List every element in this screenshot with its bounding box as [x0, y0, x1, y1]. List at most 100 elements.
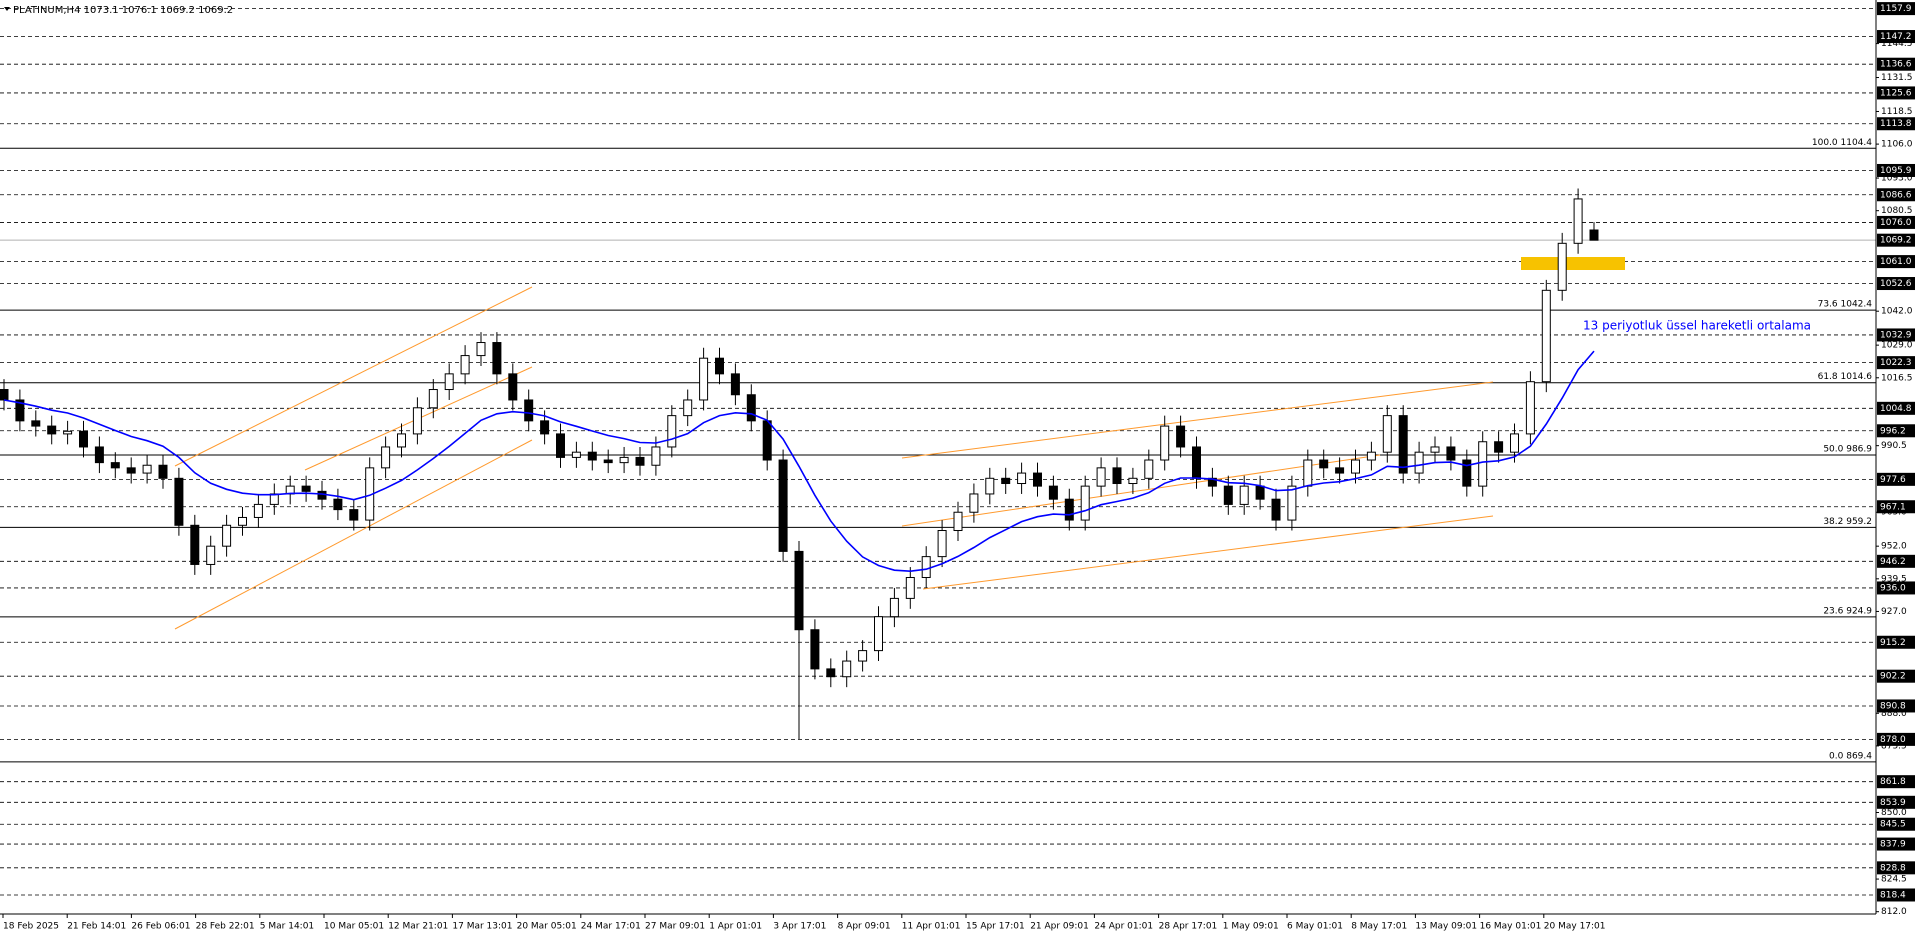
level-label: 996.2: [1880, 426, 1906, 436]
candle-body: [269, 493, 279, 505]
chart-title: PLATINUM,H4 1073.1 1076.1 1069.2 1069.2: [13, 5, 233, 16]
candle-body: [1255, 485, 1265, 500]
candle-body: [333, 498, 343, 511]
candle-body: [158, 464, 168, 479]
x-tick-label: 16 May 01:01: [1480, 922, 1542, 932]
x-tick-label: 10 Mar 05:01: [324, 922, 384, 932]
candle-body: [921, 556, 931, 579]
candle-body: [476, 342, 486, 357]
level-label-box: [1877, 669, 1915, 683]
level-label-box: [1877, 215, 1915, 229]
candle-body: [571, 451, 581, 458]
x-tick-label: 28 Apr 17:01: [1159, 922, 1218, 932]
candle-body: [1510, 433, 1519, 453]
level-label: 845.5: [1880, 820, 1906, 830]
candle-body: [1096, 467, 1106, 487]
level-label-box: [1877, 888, 1915, 902]
candle-body: [1271, 498, 1281, 521]
y-tick-label: 1042.0: [1881, 307, 1913, 317]
candle-body: [969, 493, 979, 513]
candle-body: [810, 629, 820, 670]
candle-body: [667, 415, 677, 448]
channel-line: [901, 381, 1494, 459]
level-label-box: [1877, 30, 1915, 44]
candle-body: [1335, 467, 1345, 474]
level-label-box: [1877, 500, 1915, 514]
candle-body: [397, 433, 406, 448]
level-label-box: [1877, 554, 1915, 568]
candle-body: [1557, 242, 1567, 291]
level-label-box: [1877, 163, 1915, 177]
x-tick-label: 18 Feb 2025: [3, 922, 59, 932]
channel-line: [922, 515, 1494, 590]
candle-body: [110, 462, 120, 469]
candle-body: [1430, 446, 1440, 453]
candles: [0, 188, 1599, 740]
candle-body: [1303, 459, 1313, 487]
candle-body: [1589, 229, 1599, 241]
level-label: 936.0: [1880, 583, 1906, 593]
level-label: 1113.8: [1880, 119, 1912, 129]
x-tick-label: 24 Apr 01:01: [1094, 922, 1153, 932]
y-tick-label: 1106.0: [1881, 140, 1913, 150]
candle-body: [381, 446, 391, 469]
level-label-box: [1877, 861, 1915, 875]
candle-body: [206, 545, 216, 565]
level-label-box: [1877, 328, 1915, 342]
candle-body: [826, 668, 836, 678]
fib-label: 0.0 869.4: [1829, 751, 1872, 761]
level-label: 853.9: [1880, 798, 1906, 808]
candle-body: [1287, 485, 1297, 521]
candle-body: [1223, 485, 1233, 505]
level-label-box: [1877, 795, 1915, 809]
candle-body: [794, 550, 804, 631]
x-tick-label: 6 May 01:01: [1287, 922, 1343, 932]
level-label: 902.2: [1880, 672, 1906, 682]
candle-body: [1001, 477, 1011, 485]
candle-body: [651, 446, 661, 466]
candle-body: [603, 459, 613, 464]
candle-body: [222, 524, 232, 547]
y-tick-label: 952.0: [1881, 542, 1907, 552]
candle-body: [1080, 485, 1090, 521]
levels: 100.0 1104.4 73.6 1042.4 61.8 1014.6 50.0 9…: [0, 8, 1876, 896]
highlight-zone: [1521, 257, 1625, 270]
candle-body: [1573, 198, 1583, 244]
level-label: 1032.9: [1880, 330, 1912, 340]
y-tick-label: 1029.0: [1881, 341, 1913, 351]
candle-body: [699, 357, 709, 401]
candle-body: [635, 456, 645, 466]
x-tick-label: 21 Feb 14:01: [67, 922, 126, 932]
candle-body: [1414, 451, 1424, 474]
fib-label: 38.2 959.2: [1823, 517, 1872, 527]
candle-body: [1064, 498, 1074, 521]
level-label-box: [1877, 817, 1915, 831]
x-tick-label: 20 May 17:01: [1544, 922, 1606, 932]
candle-body: [762, 420, 772, 461]
level-label-box: [1877, 255, 1915, 269]
candle-body: [1112, 467, 1122, 485]
candle-body: [1033, 472, 1042, 487]
x-tick-label: 12 Mar 21:01: [388, 922, 448, 932]
current-price-box: [1877, 233, 1915, 247]
fib-label: 23.6 924.9: [1823, 606, 1872, 616]
candle-body: [1382, 415, 1392, 453]
y-tick-label: 927.0: [1881, 607, 1907, 617]
candle-body: [31, 420, 41, 427]
candle-body: [1478, 441, 1488, 487]
candle-body: [253, 503, 263, 518]
candle-body: [1541, 289, 1551, 383]
candle-body: [1319, 459, 1329, 469]
x-tick-label: 21 Apr 09:01: [1030, 922, 1089, 932]
x-tick-label: 15 Apr 17:01: [966, 922, 1025, 932]
y-tick-label: 824.5: [1881, 875, 1907, 885]
fib-label: 50.0 986.9: [1823, 445, 1872, 455]
candle-body: [428, 389, 438, 409]
menu-icon[interactable]: [4, 7, 10, 11]
level-label: 1086.6: [1880, 190, 1912, 200]
y-tick-label: 812.0: [1881, 907, 1907, 917]
x-tick-label: 20 Mar 05:01: [517, 922, 577, 932]
level-label: 1136.6: [1880, 60, 1912, 70]
candle-body: [746, 394, 756, 422]
